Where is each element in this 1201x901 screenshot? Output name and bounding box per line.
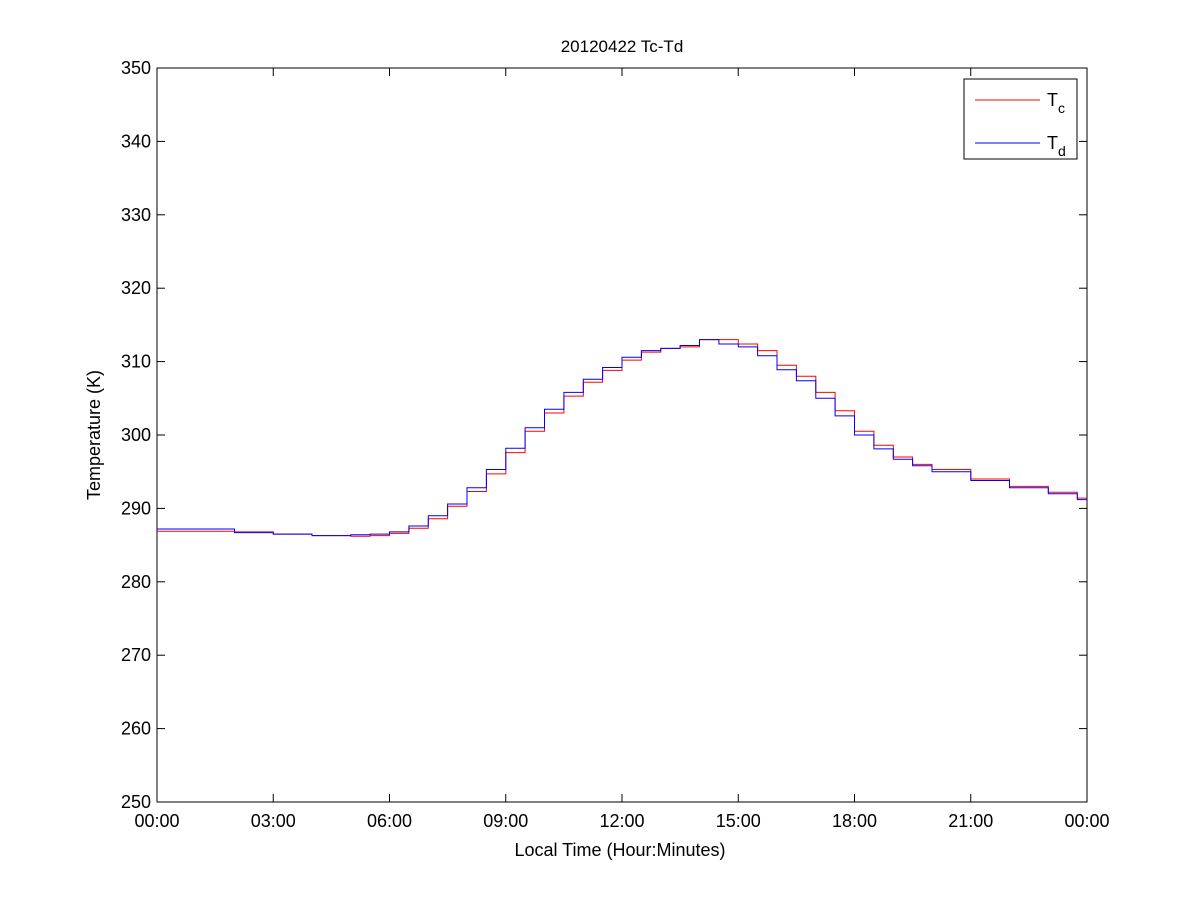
y-tick-label: 320 <box>121 278 151 298</box>
y-tick-label: 310 <box>121 352 151 372</box>
x-tick-label: 00:00 <box>1064 811 1109 831</box>
x-tick-label: 18:00 <box>832 811 877 831</box>
axis-ticks: 00:00 03:00 06:00 09:00 12:00 15:00 18:00 21:00… <box>121 58 1110 831</box>
y-axis-label: Temperature (K) <box>84 370 104 500</box>
y-tick-label: 260 <box>121 719 151 739</box>
series-line-td <box>157 339 1087 537</box>
y-tick-label: 300 <box>121 425 151 445</box>
chart-title: 20120422 Tc-Td <box>561 37 684 56</box>
x-tick-label: 12:00 <box>599 811 644 831</box>
x-tick-label: 06:00 <box>367 811 412 831</box>
legend-box <box>963 78 1078 160</box>
x-tick-label: 09:00 <box>483 811 528 831</box>
y-tick-label: 330 <box>121 205 151 225</box>
x-tick-label: 21:00 <box>948 811 993 831</box>
y-tick-label: 250 <box>121 792 151 812</box>
x-tick-label: 15:00 <box>716 811 761 831</box>
y-tick-label: 290 <box>121 498 151 518</box>
y-tick-label: 280 <box>121 572 151 592</box>
y-tick-label: 270 <box>121 645 151 665</box>
legend-label: Tc <box>1047 90 1065 116</box>
x-tick-label: 00:00 <box>134 811 179 831</box>
y-tick-label: 340 <box>121 131 151 151</box>
x-axis-label: Local Time (Hour:Minutes) <box>514 840 725 860</box>
series-lines <box>157 339 1087 537</box>
legend: Tc Td <box>963 78 1078 160</box>
y-tick-label: 350 <box>121 58 151 78</box>
x-tick-label: 03:00 <box>251 811 296 831</box>
legend-label: Td <box>1047 133 1066 159</box>
plot-area <box>156 67 1088 803</box>
